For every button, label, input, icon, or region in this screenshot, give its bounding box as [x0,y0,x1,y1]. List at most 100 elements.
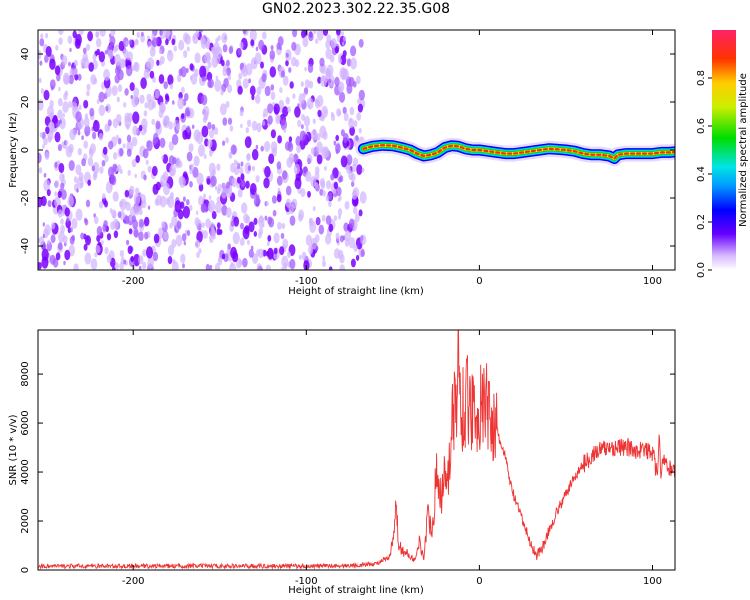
noise-speck [328,78,332,84]
noise-speck [255,46,259,52]
noise-speck [114,53,121,66]
noise-speck [289,81,294,89]
noise-speck [186,230,191,236]
noise-speck [325,68,331,78]
noise-speck [271,195,277,204]
colorbar-tick-label: 0.8 [696,70,707,86]
noise-speck [350,57,357,70]
noise-speck [195,210,199,215]
noise-speck [142,261,147,270]
noise-speck [357,103,363,113]
noise-speck [43,179,51,192]
noise-speck [143,174,147,181]
bottom-x-axis-label: Height of straight line (km) [288,585,424,596]
noise-speck [104,154,109,163]
noise-speck [125,40,129,47]
noise-speck [316,141,323,154]
noise-speck [199,65,207,79]
noise-speck [204,51,211,64]
top-ytick-label: 20 [20,96,31,109]
noise-speck [171,239,177,248]
noise-speck [356,164,363,176]
noise-speck [77,130,81,136]
noise-speck [75,208,83,221]
noise-speck [301,30,306,39]
noise-speck [316,154,323,165]
noise-speck [186,110,191,117]
noise-speck [215,201,222,214]
noise-speck [215,55,221,64]
noise-speck [90,74,97,85]
noise-speck [349,106,355,116]
noise-speck [248,221,255,233]
noise-speck [351,181,355,188]
noise-speck [145,159,149,165]
noise-speck [181,233,187,242]
noise-speck [322,260,326,268]
noise-speck [121,59,126,68]
noise-speck [71,234,75,242]
noise-speck [282,75,289,86]
noise-speck [44,224,51,236]
noise-speck [57,209,63,218]
noise-speck [66,217,70,223]
noise-speck [225,101,230,108]
noise-speck [284,141,291,151]
noise-speck [342,35,347,42]
noise-speck [227,84,233,94]
noise-speck [86,83,91,91]
noise-speck [80,58,86,67]
noise-speck [227,243,231,250]
noise-speck [341,31,345,36]
noise-speck [264,215,268,221]
noise-speck [251,94,255,101]
bottom-ytick-label: 8000 [20,361,31,386]
noise-speck [288,67,292,73]
noise-speck [338,91,346,103]
noise-speck [89,107,95,117]
noise-speck [49,100,54,108]
noise-speck [127,169,131,176]
noise-speck [330,173,335,181]
noise-speck [287,106,291,113]
noise-speck [168,35,172,40]
noise-speck [146,140,153,152]
noise-speck [238,72,243,80]
noise-speck [188,143,194,153]
noise-speck [301,114,306,121]
noise-speck [344,230,351,242]
noise-speck [107,119,112,127]
noise-speck [113,230,119,239]
noise-speck [269,50,276,60]
signal-track [355,137,675,167]
colorbar-tick-label: 0.2 [696,214,707,230]
noise-speck [268,153,275,165]
noise-speck [321,146,328,159]
noise-speck [270,141,278,153]
noise-speck [77,147,83,156]
noise-speck [337,208,343,216]
noise-speck [350,45,357,57]
noise-speck [86,43,91,51]
noise-speck [43,89,50,101]
noise-speck [233,216,240,227]
noise-speck [301,251,307,260]
noise-speck [344,200,350,210]
noise-speck [358,209,363,217]
noise-speck [239,237,245,246]
noise-speck [298,213,303,222]
noise-speck [83,117,90,128]
noise-speck [119,148,124,157]
noise-speck [62,101,69,113]
noise-speck [314,98,318,104]
noise-speck [155,120,161,130]
noise-speck [339,86,343,92]
noise-speck [272,209,277,217]
noise-speck [60,218,64,225]
noise-speck [96,48,100,56]
snr-series [38,330,675,570]
noise-speck [182,196,186,202]
noise-speck [333,248,341,259]
